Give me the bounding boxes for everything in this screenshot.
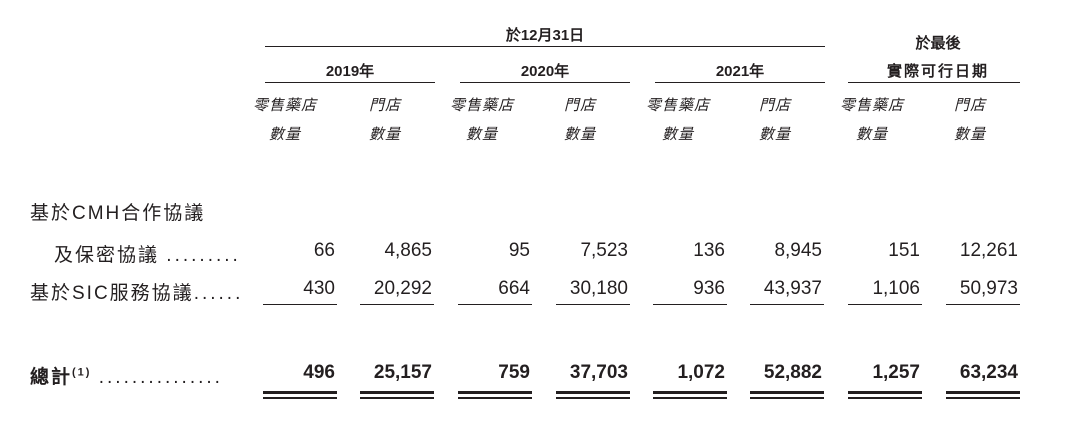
cell-cmh-2021-pharmacy: 136 <box>693 240 725 261</box>
row-label-cmh-line2: 及保密協議 ......... <box>54 245 241 266</box>
subtotal-rule-7 <box>848 304 922 305</box>
year-2020-underline <box>460 82 630 83</box>
cell-sic-2020-store: 30,180 <box>569 278 628 299</box>
latest-date-title-line1: 於最後 <box>915 35 961 52</box>
subtotal-rule-4 <box>556 304 630 305</box>
year-header-2021: 2021年 <box>715 63 765 80</box>
cell-total-2019-store: 25,157 <box>373 362 432 383</box>
sub-header-store-2019: 門店 數量 <box>368 97 401 143</box>
subtotal-rule-1 <box>263 304 337 305</box>
cell-sic-latest-pharmacy: 1,106 <box>872 278 920 299</box>
cell-total-latest-pharmacy: 1,257 <box>872 362 920 383</box>
cell-cmh-2020-pharmacy: 95 <box>508 240 530 261</box>
cell-sic-latest-store: 50,973 <box>959 278 1018 299</box>
sub-header-pharmacy-2019: 零售藥店 數量 <box>252 97 317 143</box>
cell-total-2019-pharmacy: 496 <box>303 362 335 383</box>
cell-sic-2019-pharmacy: 430 <box>303 278 335 299</box>
footnote-ref: (1) <box>72 366 92 379</box>
subtotal-rule-8 <box>946 304 1020 305</box>
cell-total-latest-store: 63,234 <box>959 362 1018 383</box>
leader-dots: ...... <box>193 283 244 304</box>
latest-date-underline <box>848 82 1020 83</box>
row-label-cmh-line1: 基於CMH合作協議 <box>30 203 206 224</box>
sub-header-pharmacy-2021: 零售藥店 數量 <box>645 97 710 143</box>
group-title-underline <box>265 46 825 47</box>
cell-cmh-2021-store: 8,945 <box>774 240 822 261</box>
cell-sic-2021-pharmacy: 936 <box>693 278 725 299</box>
period-group-title: 於12月31日 <box>505 27 585 44</box>
sub-header-store-latest: 門店 數量 <box>953 97 986 143</box>
sub-header-store-2021: 門店 數量 <box>758 97 791 143</box>
sub-header-pharmacy-latest: 零售藥店 數量 <box>839 97 904 143</box>
cell-total-2021-store: 52,882 <box>763 362 822 383</box>
cell-cmh-latest-pharmacy: 151 <box>888 240 920 261</box>
year-header-2020: 2020年 <box>520 63 570 80</box>
cell-total-2020-pharmacy: 759 <box>498 362 530 383</box>
latest-date-title-line2: 實際可行日期 <box>886 63 989 80</box>
row-label-total: 總計(1) ............... <box>30 366 223 388</box>
cell-total-2021-pharmacy: 1,072 <box>677 362 725 383</box>
cell-cmh-2019-store: 4,865 <box>384 240 432 261</box>
cell-cmh-latest-store: 12,261 <box>959 240 1018 261</box>
sub-header-pharmacy-2020: 零售藥店 數量 <box>449 97 514 143</box>
subtotal-rule-5 <box>653 304 727 305</box>
subtotal-rule-3 <box>458 304 532 305</box>
year-2019-underline <box>265 82 435 83</box>
row-label-sic: 基於SIC服務協議...... <box>30 283 244 304</box>
year-header-2019: 2019年 <box>325 63 375 80</box>
cell-cmh-2019-pharmacy: 66 <box>313 240 335 261</box>
cell-sic-2021-store: 43,937 <box>763 278 822 299</box>
year-2021-underline <box>655 82 825 83</box>
subtotal-rule-2 <box>360 304 434 305</box>
cell-total-2020-store: 37,703 <box>569 362 628 383</box>
leader-dots: ......... <box>166 245 241 266</box>
cell-sic-2020-pharmacy: 664 <box>498 278 530 299</box>
sub-header-store-2020: 門店 數量 <box>563 97 596 143</box>
leader-dots: ............... <box>98 367 223 388</box>
cell-cmh-2020-store: 7,523 <box>580 240 628 261</box>
cell-sic-2019-store: 20,292 <box>373 278 432 299</box>
subtotal-rule-6 <box>750 304 824 305</box>
